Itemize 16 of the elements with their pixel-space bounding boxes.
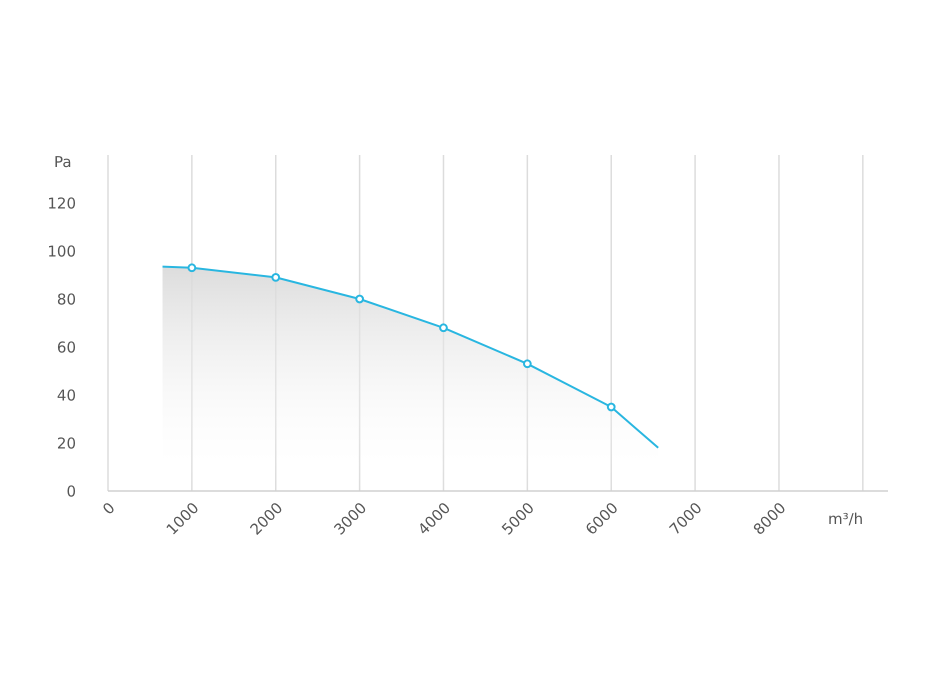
point xyxy=(522,359,532,368)
point xyxy=(187,263,196,272)
point xyxy=(271,273,280,282)
point xyxy=(439,323,448,332)
y-tick-label: 20 xyxy=(56,434,76,452)
y-tick-label: 40 xyxy=(56,386,76,404)
y-tick-label: 0 xyxy=(66,482,76,500)
y-tick-label: 60 xyxy=(56,338,76,356)
x-tick-label: 0 xyxy=(99,498,119,518)
point xyxy=(606,402,616,412)
y-axis-title: Pa xyxy=(54,153,72,171)
point xyxy=(355,294,364,304)
x-axis-title: m³/h xyxy=(828,510,864,528)
y-tick-label: 120 xyxy=(47,194,76,212)
y-tick-label: 80 xyxy=(56,290,76,308)
y-tick-label: 100 xyxy=(47,242,76,260)
